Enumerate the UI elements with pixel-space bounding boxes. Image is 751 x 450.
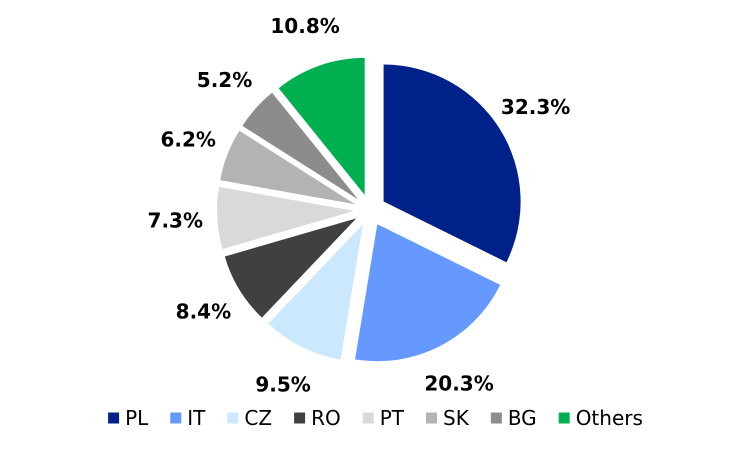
- data-label-it: 20.3%: [424, 371, 493, 395]
- pie-slice-ro: [224, 218, 357, 318]
- legend-label-pt: PT: [380, 406, 405, 430]
- data-label-others: 10.8%: [270, 14, 339, 38]
- legend-swatch-pl: [108, 412, 120, 424]
- legend-swatch-others: [558, 412, 570, 424]
- pie-slice-sk: [220, 130, 356, 205]
- legend-label-cz: CZ: [244, 406, 272, 430]
- pie-slice-others: [278, 57, 365, 195]
- pie-data-labels: 32.3% 20.3% 9.5% 8.4% 7.3% 6.2% 5.2% 10.8%: [148, 14, 571, 396]
- legend-swatch-bg: [490, 412, 502, 424]
- legend-label-ro: RO: [311, 406, 341, 430]
- data-label-pl: 32.3%: [501, 95, 570, 119]
- legend-label-pl: PL: [125, 406, 149, 430]
- legend-swatch-ro: [294, 412, 306, 424]
- chart-legend: PL IT CZ RO PT SK BG Others: [108, 406, 643, 430]
- pie-slice-pt: [217, 186, 355, 250]
- pie-slice-bg: [242, 92, 359, 200]
- legend-swatch-cz: [227, 412, 239, 424]
- legend-swatch-it: [170, 412, 182, 424]
- data-label-ro: 8.4%: [176, 299, 231, 323]
- legend-label-it: IT: [187, 406, 206, 430]
- legend-swatch-pt: [362, 412, 374, 424]
- data-label-pt: 7.3%: [148, 208, 203, 232]
- legend-label-others: Others: [576, 406, 643, 430]
- data-label-cz: 9.5%: [255, 373, 310, 397]
- legend-swatch-sk: [426, 412, 438, 424]
- data-label-bg: 5.2%: [197, 68, 252, 92]
- pie-slices: [217, 57, 521, 362]
- pie-slice-pl: [383, 64, 521, 263]
- data-label-sk: 6.2%: [161, 127, 216, 151]
- legend-label-sk: SK: [443, 406, 470, 430]
- legend-label-bg: BG: [508, 406, 537, 430]
- pie-slice-cz: [268, 224, 363, 360]
- pie-slice-it: [355, 224, 501, 362]
